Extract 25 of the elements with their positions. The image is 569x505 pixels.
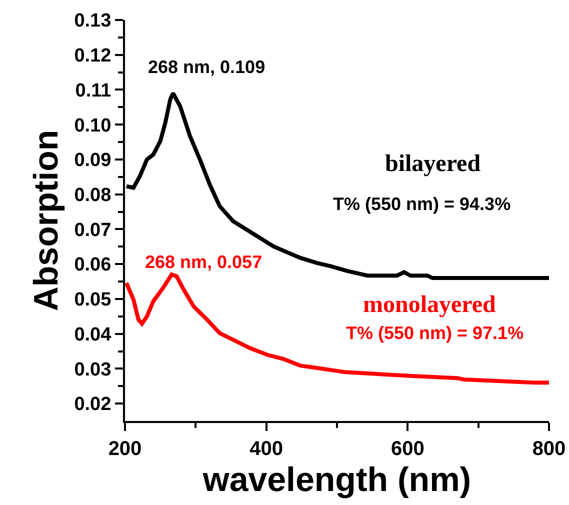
x-tick-label: 200: [108, 438, 142, 460]
x-tick-label: 600: [390, 438, 424, 460]
annotation: T% (550 nm) = 94.3%: [333, 194, 511, 214]
line-series: [125, 272, 549, 385]
x-tick-label: 800: [532, 438, 566, 460]
y-tick-label: 0.03: [74, 359, 112, 380]
text: monolayered: [363, 292, 497, 318]
y-tick-label: 0.07: [74, 220, 112, 241]
y-tick-label: 0.02: [74, 394, 112, 416]
y-tick-label: 0.13: [74, 10, 112, 32]
y-axis-title: Absorption: [27, 130, 66, 312]
x-tick-label: 400: [250, 438, 284, 460]
x-axis-title: wavelength (nm): [202, 460, 472, 499]
annotation: 268 nm, 0.057: [145, 252, 262, 272]
y-tick-label: 0.10: [74, 115, 112, 136]
y-tick-label: 0.08: [74, 185, 112, 206]
y-tick-label: 0.06: [74, 254, 112, 276]
y-tick-label: 0.09: [74, 150, 112, 172]
y-tick-label: 0.11: [75, 80, 112, 102]
text: bilayered: [385, 151, 482, 177]
annotation: 268 nm, 0.109: [148, 57, 266, 77]
y-tick-label: 0.04: [74, 324, 112, 346]
y-tick-label: 0.05: [74, 290, 112, 311]
y-tick-label: 0.12: [74, 46, 112, 67]
annotation: T% (550 nm) = 97.1%: [346, 323, 524, 343]
